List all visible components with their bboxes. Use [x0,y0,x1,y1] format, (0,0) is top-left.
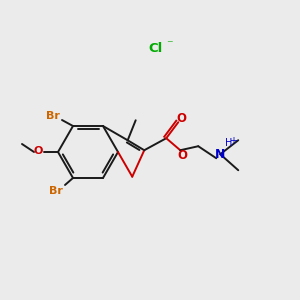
Text: +: + [229,136,237,146]
Text: Br: Br [49,186,63,196]
Text: N: N [215,148,225,161]
Text: H: H [225,138,233,148]
Text: O: O [33,146,43,156]
Text: O: O [176,112,186,125]
Text: Cl: Cl [148,41,162,55]
Text: Br: Br [46,111,60,121]
Text: ⁻: ⁻ [166,38,172,52]
Text: O: O [177,149,187,162]
